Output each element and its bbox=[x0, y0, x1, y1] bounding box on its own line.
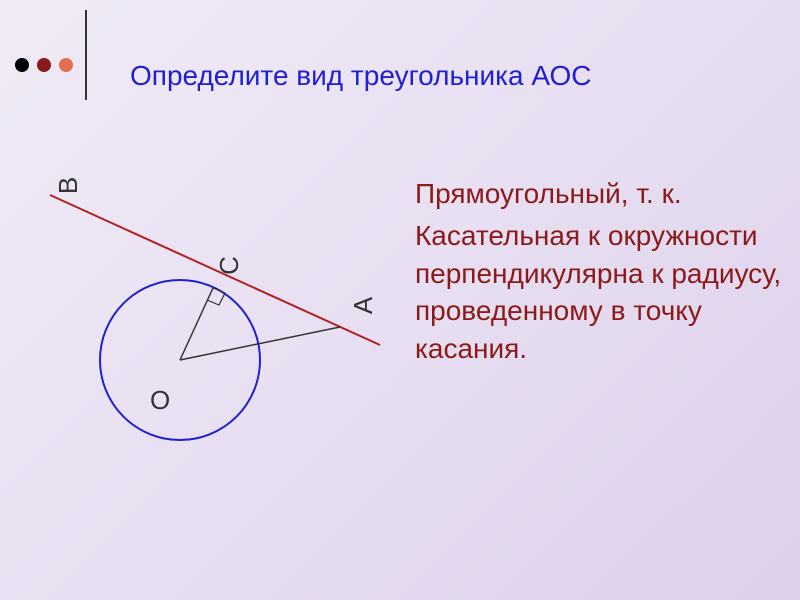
answer-line-2: Касательная к окружности перпендикулярна… bbox=[415, 217, 785, 368]
label-o: О bbox=[150, 385, 170, 416]
answer-line-1: Прямоугольный, т. к. bbox=[415, 175, 785, 213]
label-c: С bbox=[214, 256, 245, 275]
header-decoration bbox=[15, 30, 87, 100]
dot-3 bbox=[59, 58, 73, 72]
decoration-vertical-line bbox=[85, 10, 87, 100]
radius-oc bbox=[180, 288, 213, 360]
diagram-svg bbox=[30, 150, 400, 500]
label-a: А bbox=[348, 297, 379, 314]
label-b: В bbox=[53, 177, 84, 194]
slide-title: Определите вид треугольника АОС bbox=[130, 60, 591, 92]
decoration-dots bbox=[15, 58, 73, 72]
dot-1 bbox=[15, 58, 29, 72]
geometry-diagram: В С А О bbox=[30, 150, 400, 500]
dot-2 bbox=[37, 58, 51, 72]
answer-text: Прямоугольный, т. к. Касательная к окруж… bbox=[415, 175, 785, 372]
